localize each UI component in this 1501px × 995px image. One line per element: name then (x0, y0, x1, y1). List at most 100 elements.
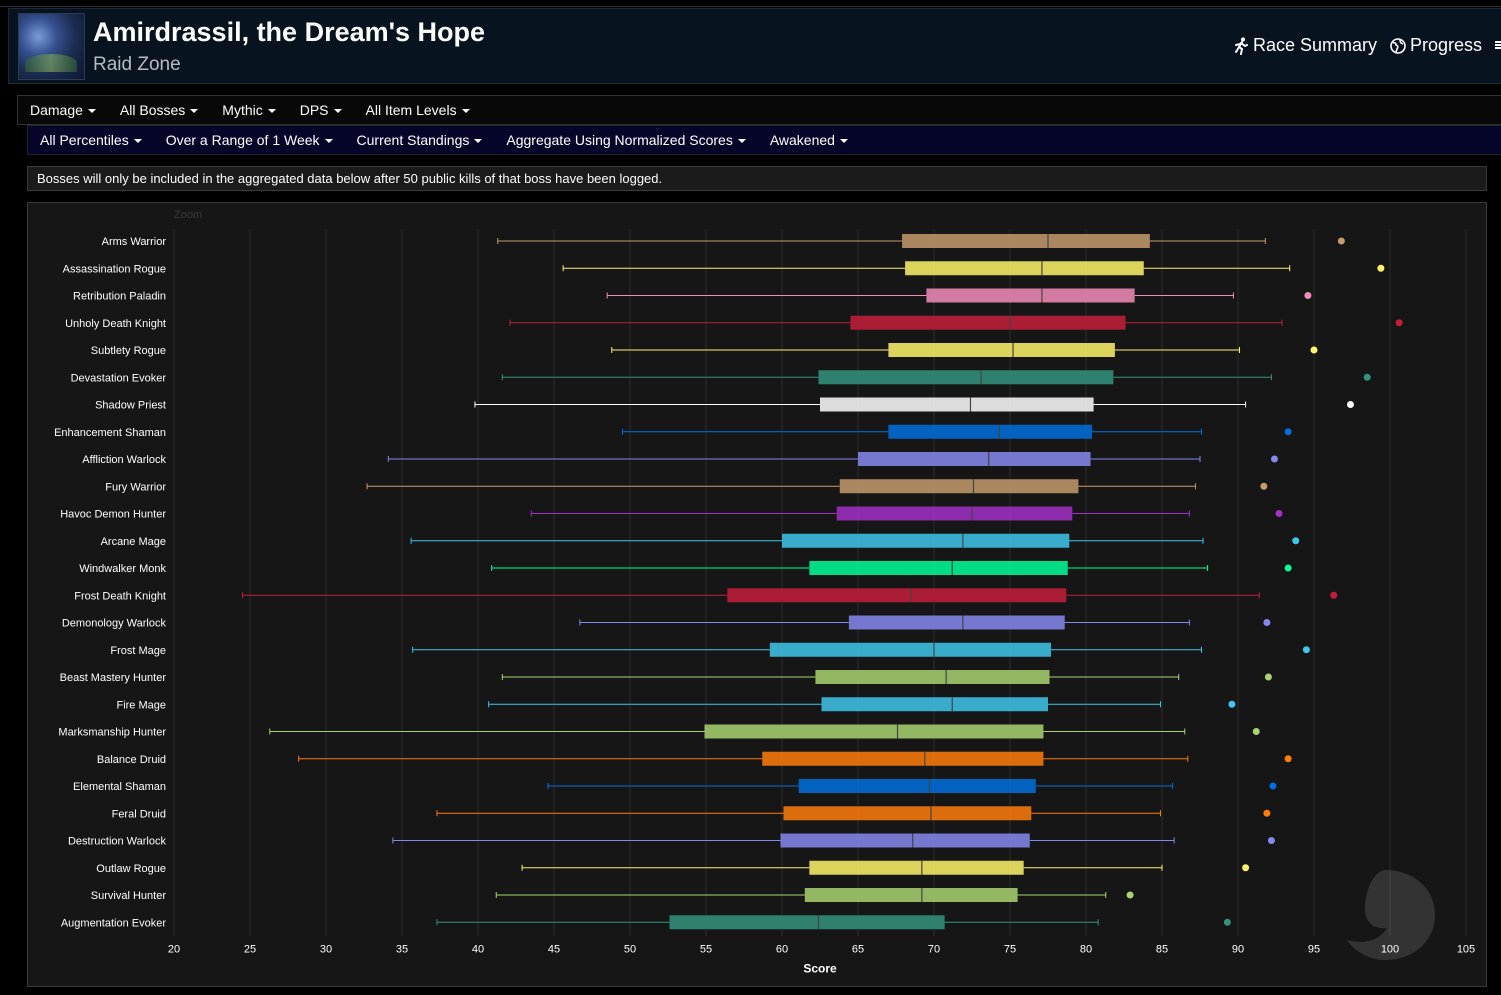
watermark-logo (1347, 870, 1435, 960)
category-label: Retribution Paladin (73, 291, 166, 303)
x-tick-label: 35 (396, 943, 408, 955)
filter-label: DPS (299, 102, 329, 118)
category-label: Survival Hunter (91, 890, 167, 902)
outlier-point (1302, 646, 1310, 654)
x-tick-label: 30 (320, 943, 332, 955)
box (669, 915, 945, 930)
x-axis-label: Score (803, 961, 837, 975)
x-tick-label: 40 (472, 943, 484, 955)
x-tick-label: 85 (1156, 943, 1168, 955)
outlier-point (1346, 401, 1354, 408)
caret-down-icon (87, 109, 96, 113)
category-label: Unholy Death Knight (65, 318, 166, 330)
chart-panel: Zoom 20 25 30 35 40 45 50 55 60 65 70 75 80 85 90 95 100… (27, 202, 1487, 987)
box (905, 261, 1144, 276)
filter-bar-secondary: All Percentiles Over a Range of 1 Week C… (27, 125, 1501, 155)
outlier-point (1269, 782, 1277, 790)
box (782, 533, 1070, 548)
caret-down-icon (461, 109, 470, 113)
outlier-point (1126, 891, 1134, 899)
chart-zoom-label[interactable]: Zoom (174, 209, 203, 221)
box (839, 479, 1079, 494)
top-border-line (0, 6, 1501, 7)
outlier-point (1284, 564, 1292, 572)
filter-label: All Bosses (119, 102, 186, 118)
outlier-point (1292, 537, 1300, 545)
category-label: Arms Warrior (102, 236, 167, 248)
box (727, 588, 1067, 603)
box (888, 424, 1093, 439)
filter-role-dropdown[interactable]: DPS (300, 102, 342, 118)
caret-down-icon (267, 109, 276, 113)
x-tick-label: 50 (624, 943, 636, 955)
outlier-point (1337, 237, 1345, 245)
filter-range-dropdown[interactable]: Over a Range of 1 Week (166, 132, 333, 148)
outlier-point (1304, 292, 1312, 299)
menu-icon[interactable] (1495, 40, 1501, 49)
x-tick-label: 90 (1232, 943, 1244, 955)
filter-difficulty-dropdown[interactable]: Mythic (222, 102, 276, 118)
filter-boss-dropdown[interactable]: All Bosses (119, 102, 199, 118)
filter-aggregate-dropdown[interactable]: Aggregate Using Normalized Scores (506, 132, 746, 148)
outlier-point (1363, 373, 1371, 381)
filter-percentile-dropdown[interactable]: All Percentiles (40, 132, 142, 148)
x-tick-label: 60 (776, 943, 788, 955)
outlier-point (1284, 755, 1292, 763)
category-label: Havoc Demon Hunter (60, 509, 166, 521)
caret-down-icon (190, 109, 199, 113)
outlier-point (1252, 728, 1260, 735)
category-label: Elemental Shaman (73, 781, 166, 793)
box (809, 561, 1068, 575)
filter-label: All Percentiles (40, 132, 129, 148)
filter-label: All Item Levels (365, 102, 457, 118)
filter-metric-dropdown[interactable]: Damage (30, 102, 96, 118)
filter-label: Over a Range of 1 Week (165, 132, 320, 148)
box (850, 315, 1126, 330)
box (836, 506, 1073, 521)
outlier-point (1267, 837, 1275, 844)
progress-link[interactable]: Progress (1390, 35, 1482, 56)
zone-header: Amirdrassil, the Dream's Hope Raid Zone … (8, 8, 1501, 84)
x-tick-label: 25 (244, 943, 256, 955)
filter-label: Damage (30, 102, 83, 118)
outlier-point (1263, 809, 1271, 817)
box (809, 860, 1024, 875)
x-tick-label: 95 (1308, 943, 1320, 955)
category-label: Outlaw Rogue (96, 863, 166, 875)
box (798, 779, 1036, 793)
category-label: Devastation Evoker (71, 372, 167, 384)
outlier-point (1275, 510, 1283, 517)
category-label: Fury Warrior (105, 481, 166, 493)
category-label: Beast Mastery Hunter (60, 672, 167, 684)
x-tick-label: 75 (1004, 943, 1016, 955)
category-label: Augmentation Evoker (61, 917, 167, 929)
category-label: Demonology Warlock (62, 618, 167, 630)
notice-banner: Bosses will only be included in the aggr… (27, 166, 1487, 191)
outlier-point (1263, 619, 1271, 626)
box (783, 806, 1032, 821)
category-label: Feral Druid (112, 808, 166, 820)
outlier-point (1270, 455, 1278, 463)
outlier-point (1330, 591, 1338, 599)
caret-down-icon (133, 139, 142, 143)
box (821, 697, 1048, 712)
outlier-point (1264, 673, 1272, 681)
caret-down-icon (474, 139, 483, 143)
box (769, 642, 1052, 657)
box (704, 724, 1044, 739)
raid-zone-icon (18, 13, 85, 80)
runner-icon (1235, 37, 1248, 55)
filter-label: Awakened (769, 132, 835, 148)
box (848, 615, 1065, 630)
category-label: Arcane Mage (101, 536, 166, 548)
box (888, 343, 1115, 357)
filter-itemlevel-dropdown[interactable]: All Item Levels (366, 102, 470, 118)
x-tick-label: 65 (852, 943, 864, 955)
page-subtitle: Raid Zone (93, 54, 181, 75)
race-summary-link[interactable]: Race Summary (1233, 35, 1377, 56)
filter-season-dropdown[interactable]: Awakened (770, 132, 848, 148)
box (818, 370, 1114, 385)
caret-down-icon (324, 139, 333, 143)
x-tick-label: 80 (1080, 943, 1092, 955)
filter-standings-dropdown[interactable]: Current Standings (357, 132, 483, 148)
